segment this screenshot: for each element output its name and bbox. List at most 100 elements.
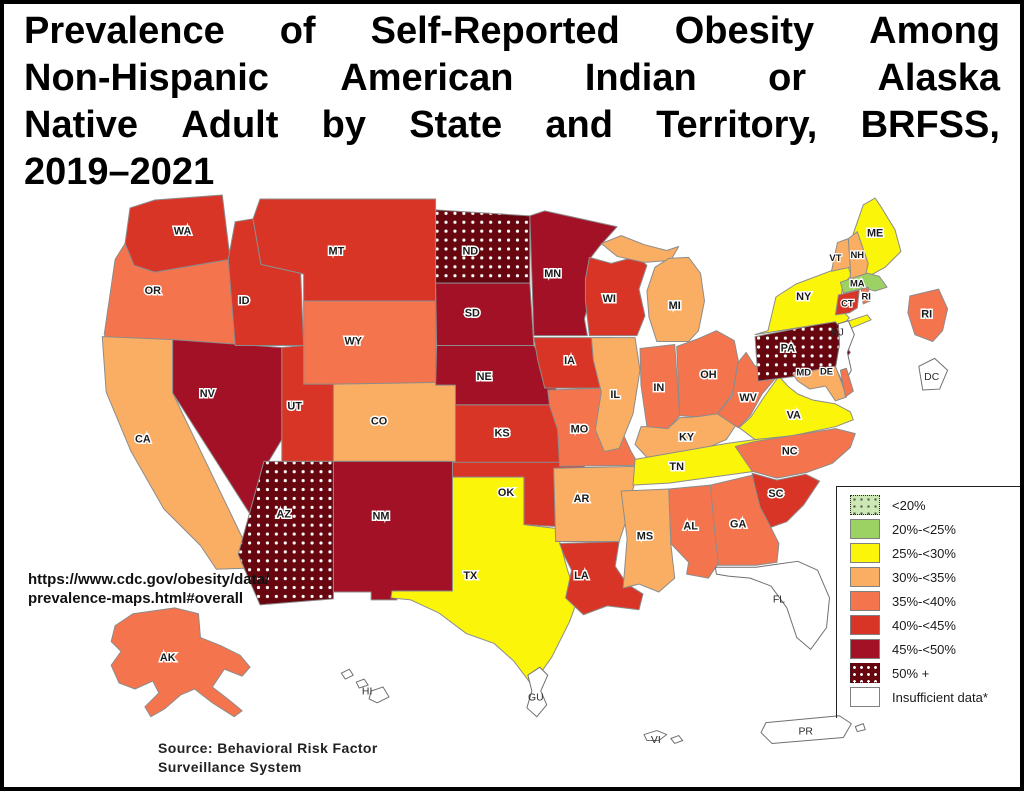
state-label-VA: VA bbox=[787, 410, 801, 422]
state-CT bbox=[834, 289, 860, 316]
legend-swatch bbox=[850, 591, 880, 611]
legend-items: <20% 20%-<25% 25%-<30% 30%-<35% 35%-<40% 40%-… bbox=[850, 495, 988, 711]
state-AL bbox=[668, 484, 719, 579]
state-label-NJ: NJ bbox=[831, 327, 844, 338]
state-label-NC: NC bbox=[782, 445, 798, 457]
state-label-LA: LA bbox=[574, 570, 589, 582]
state-label-MS: MS bbox=[637, 530, 653, 542]
state-IL bbox=[590, 337, 641, 452]
state-label-SC: SC bbox=[768, 488, 783, 500]
legend-label: 40%-<45% bbox=[892, 617, 956, 633]
legend-label: <20% bbox=[892, 497, 926, 513]
legend-divider-left bbox=[836, 486, 837, 718]
territory-VI bbox=[643, 730, 684, 744]
legend-swatch bbox=[850, 543, 880, 563]
state-label-AK: AK bbox=[160, 652, 176, 664]
state-label-WY: WY bbox=[344, 335, 362, 347]
source-note: Source: Behavioral Risk Factor Surveilla… bbox=[158, 739, 378, 777]
state-WI bbox=[584, 255, 648, 337]
state-FL bbox=[714, 560, 830, 650]
state-label-HI: HI bbox=[362, 687, 372, 698]
state-DC-callout bbox=[918, 357, 949, 391]
title-line-4: 2019–2021 bbox=[24, 151, 215, 193]
state-NJ bbox=[834, 320, 855, 385]
state-label-AZ: AZ bbox=[277, 509, 292, 521]
state-label-WI: WI bbox=[603, 293, 616, 305]
source-note-line-1: Source: Behavioral Risk Factor bbox=[158, 740, 378, 756]
state-label-MO: MO bbox=[571, 424, 589, 436]
state-label-AL: AL bbox=[683, 521, 698, 533]
state-label-MD: MD bbox=[796, 367, 811, 378]
state-LA bbox=[559, 541, 644, 616]
state-label-MA: MA bbox=[850, 278, 865, 289]
title-line-1: Prevalence of Self-Reported Obesity Among bbox=[24, 10, 1000, 52]
state-label-NY: NY bbox=[796, 291, 812, 303]
figure-title: Prevalence of Self-Reported Obesity Among No… bbox=[24, 8, 1000, 196]
state-label-AR: AR bbox=[574, 493, 590, 505]
legend-swatch bbox=[850, 495, 880, 515]
state-NM bbox=[332, 460, 453, 601]
state-label-VI: VI bbox=[651, 735, 661, 746]
legend-label: 20%-<25% bbox=[892, 521, 956, 537]
state-label-OH: OH bbox=[700, 369, 716, 381]
state-label-CA: CA bbox=[135, 433, 151, 445]
title-line-2: Non-Hispanic American Indian or Alaska bbox=[24, 57, 1000, 99]
legend-item: 30%-<35% bbox=[850, 567, 988, 587]
legend-swatch bbox=[850, 615, 880, 635]
state-NC bbox=[734, 428, 856, 479]
state-MS bbox=[620, 488, 676, 593]
state-label-PR: PR bbox=[798, 726, 813, 737]
state-AK bbox=[110, 607, 251, 718]
state-label-WV: WV bbox=[739, 392, 757, 404]
state-label-MT: MT bbox=[329, 245, 345, 257]
state-MD bbox=[792, 365, 847, 402]
state-label-MI: MI bbox=[669, 300, 681, 312]
state-label-ND: ND bbox=[462, 245, 478, 257]
state-label-RI: RI bbox=[862, 290, 871, 301]
state-label-CO: CO bbox=[371, 416, 388, 428]
state-label-UT: UT bbox=[287, 401, 302, 413]
state-label-NE: NE bbox=[477, 371, 492, 383]
legend-item: 45%-<50% bbox=[850, 639, 988, 659]
state-label-VT: VT bbox=[829, 252, 841, 263]
legend-swatch bbox=[850, 663, 880, 683]
legend-item: 40%-<45% bbox=[850, 615, 988, 635]
source-note-line-2: Surveillance System bbox=[158, 759, 302, 775]
state-label-DE: DE bbox=[820, 366, 833, 377]
legend-item: 25%-<30% bbox=[850, 543, 988, 563]
title-line-3: Native Adult by State and Territory, BRFSS, bbox=[24, 104, 1000, 146]
legend-swatch bbox=[850, 639, 880, 659]
state-DE bbox=[839, 367, 854, 398]
state-WY bbox=[303, 300, 437, 386]
state-label-DC: DC bbox=[924, 372, 940, 383]
us-choropleth-map: WA OR CA NV ID MT WY UT CO AZ NM ND SD N… bbox=[101, 194, 949, 746]
legend-item: Insufficient data* bbox=[850, 687, 988, 707]
state-label-RI-callout: RI bbox=[921, 309, 932, 321]
state-label-NH: NH bbox=[850, 249, 864, 260]
state-label-WA: WA bbox=[174, 226, 192, 238]
state-MI bbox=[646, 256, 705, 343]
state-CO bbox=[332, 381, 456, 462]
state-label-FL: FL bbox=[773, 595, 785, 606]
legend-label: 45%-<50% bbox=[892, 641, 956, 657]
state-label-KS: KS bbox=[494, 427, 509, 439]
states-layer bbox=[101, 194, 949, 744]
state-RI bbox=[860, 286, 871, 305]
legend-divider-top bbox=[836, 486, 1020, 487]
state-label-MN: MN bbox=[544, 268, 561, 280]
state-label-SD: SD bbox=[465, 308, 480, 320]
state-MA bbox=[839, 272, 888, 294]
legend-item: <20% bbox=[850, 495, 988, 515]
state-label-GU: GU bbox=[528, 693, 544, 704]
state-label-CT: CT bbox=[841, 297, 854, 308]
state-SD bbox=[435, 282, 535, 347]
state-label-KY: KY bbox=[679, 431, 695, 443]
state-label-NV: NV bbox=[200, 388, 216, 400]
source-url-line-2: prevalence-maps.html#overall bbox=[28, 590, 244, 607]
state-label-TX: TX bbox=[463, 570, 478, 582]
territory-PR bbox=[760, 715, 866, 744]
source-url-note: https://www.cdc.gov/obesity/data/ preval… bbox=[28, 570, 269, 608]
state-label-NM: NM bbox=[373, 511, 390, 523]
legend-swatch bbox=[850, 567, 880, 587]
